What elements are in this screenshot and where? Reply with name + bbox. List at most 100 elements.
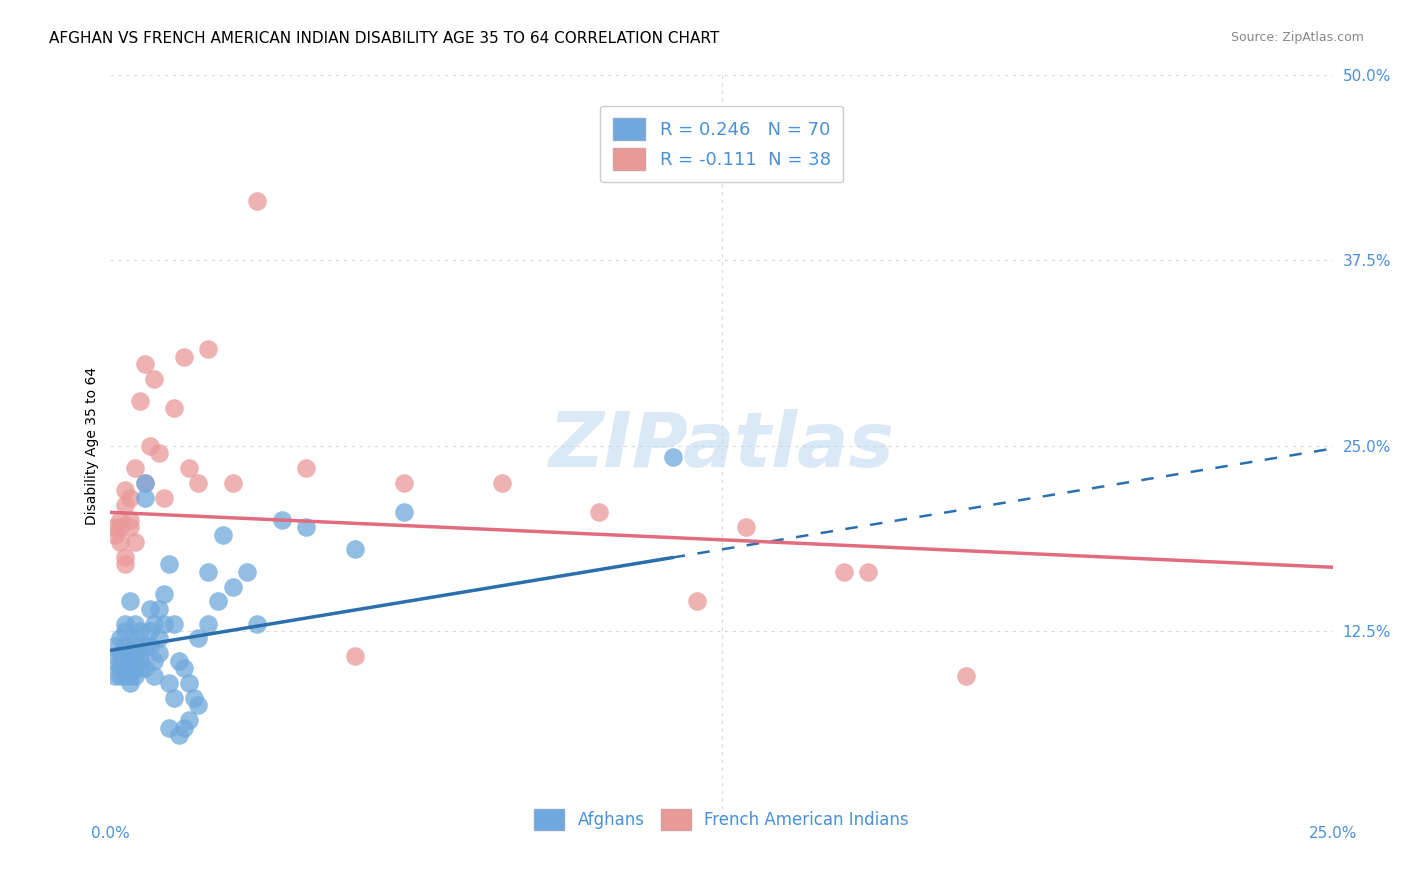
Point (114, 549, 136, 564)
Point (118, 491, 141, 505)
Point (134, 475, 156, 490)
Point (118, 646, 141, 660)
Point (143, 654, 166, 668)
Point (138, 624, 160, 638)
Point (118, 513, 141, 527)
Point (392, 475, 415, 490)
Point (187, 698, 209, 713)
Point (114, 498, 136, 512)
Point (221, 580, 243, 594)
Point (270, 513, 292, 527)
Point (108, 668, 131, 682)
Point (104, 527, 127, 541)
Point (114, 624, 136, 638)
Point (108, 535, 131, 549)
Point (118, 661, 141, 675)
Point (153, 587, 176, 601)
Point (187, 475, 209, 490)
Point (153, 491, 176, 505)
Point (124, 535, 146, 549)
Point (114, 646, 136, 660)
Point (143, 668, 166, 682)
Point (197, 616, 219, 631)
Point (108, 520, 131, 534)
Point (138, 602, 160, 616)
Point (148, 646, 170, 660)
Point (246, 616, 269, 631)
Point (295, 520, 318, 534)
Point (108, 513, 131, 527)
Point (128, 654, 150, 668)
Point (104, 668, 127, 682)
Point (153, 616, 176, 631)
Point (177, 676, 200, 690)
Point (114, 639, 136, 653)
Point (134, 357, 156, 371)
Point (148, 446, 170, 460)
Point (148, 632, 170, 646)
Point (108, 632, 131, 646)
Point (167, 654, 190, 668)
Point (108, 646, 131, 660)
Point (114, 616, 136, 631)
Point (588, 505, 610, 519)
Point (392, 505, 415, 519)
Point (143, 372, 166, 386)
Point (246, 194, 269, 208)
Point (118, 668, 141, 682)
Text: Source: ZipAtlas.com: Source: ZipAtlas.com (1230, 31, 1364, 45)
Point (955, 668, 977, 682)
Point (207, 594, 229, 608)
Point (343, 542, 366, 557)
Point (661, 450, 683, 465)
Point (134, 491, 156, 505)
Point (104, 654, 127, 668)
Point (295, 460, 318, 475)
Point (858, 565, 880, 579)
Point (124, 654, 146, 668)
Point (108, 661, 131, 675)
Point (163, 401, 186, 416)
Point (128, 394, 150, 409)
Y-axis label: Disability Age 35 to 64: Disability Age 35 to 64 (86, 367, 100, 524)
Point (124, 460, 146, 475)
Point (134, 661, 156, 675)
Point (157, 676, 180, 690)
Point (138, 639, 160, 653)
Point (124, 616, 146, 631)
Point (124, 632, 146, 646)
Point (128, 661, 150, 675)
Point (118, 520, 141, 534)
Point (114, 654, 136, 668)
Point (735, 520, 758, 534)
Point (686, 594, 709, 608)
Point (173, 661, 195, 675)
Point (177, 460, 200, 475)
Point (108, 654, 131, 668)
Point (157, 721, 180, 735)
Point (157, 558, 180, 572)
Point (104, 639, 127, 653)
Legend: Afghans, French American Indians: Afghans, French American Indians (526, 801, 917, 838)
Point (114, 668, 136, 682)
Point (173, 350, 195, 364)
Point (118, 676, 141, 690)
Point (197, 342, 219, 356)
Point (187, 632, 209, 646)
Point (114, 483, 136, 497)
Point (124, 639, 146, 653)
Point (124, 668, 146, 682)
Point (212, 527, 235, 541)
Point (173, 721, 195, 735)
Point (221, 475, 243, 490)
Point (128, 624, 150, 638)
Text: ZIPatlas: ZIPatlas (548, 409, 894, 483)
Point (128, 646, 150, 660)
Point (236, 565, 259, 579)
Point (163, 690, 186, 705)
Point (177, 713, 200, 727)
Point (114, 661, 136, 675)
Point (118, 594, 141, 608)
Point (832, 565, 855, 579)
Point (148, 602, 170, 616)
